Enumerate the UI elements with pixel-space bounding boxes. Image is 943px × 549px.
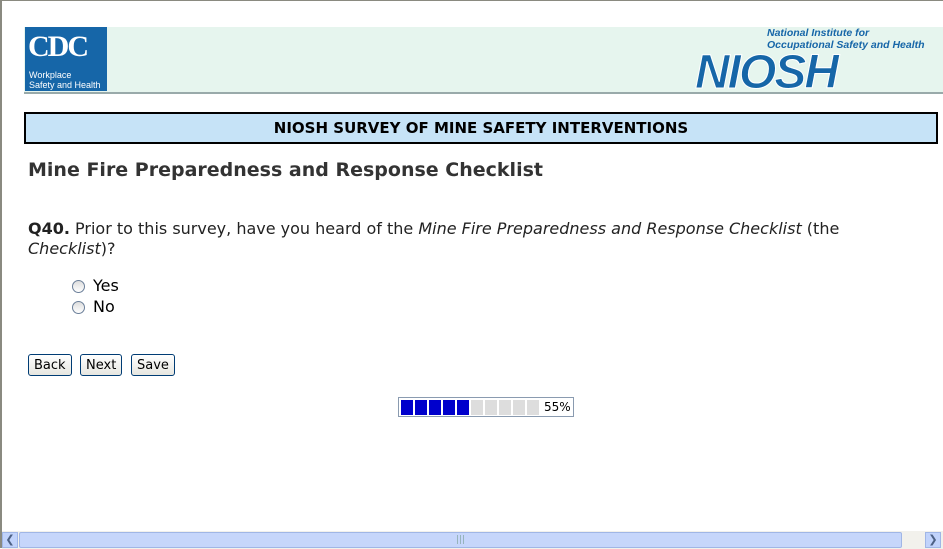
scroll-thumb[interactable]: |||: [19, 532, 902, 548]
progress-cell: [443, 399, 455, 415]
q-italic: Mine Fire Preparedness and Response Chec…: [418, 219, 802, 238]
progress-cell: [513, 399, 525, 415]
progress-cell: [527, 399, 539, 415]
progress-cell: [485, 399, 497, 415]
cdc-sub2: Safety and Health: [29, 80, 101, 90]
progress-bar: 55%: [398, 397, 574, 417]
option-label: No: [93, 297, 115, 316]
survey-title: NIOSH SURVEY OF MINE SAFETY INTERVENTION…: [24, 112, 938, 144]
next-button[interactable]: Next: [80, 354, 123, 376]
section-title: Mine Fire Preparedness and Response Chec…: [28, 159, 543, 181]
option-yes[interactable]: Yes: [72, 276, 119, 296]
progress-cell: [499, 399, 511, 415]
progress-cell: [401, 399, 413, 415]
progress-cell: [471, 399, 483, 415]
niosh-line1: National Institute for: [767, 27, 870, 39]
option-label: Yes: [93, 276, 119, 295]
save-button[interactable]: Save: [131, 354, 175, 376]
question-number: Q40.: [28, 219, 70, 238]
niosh-logo-text: NIOSH: [694, 46, 839, 99]
option-no[interactable]: No: [72, 297, 115, 317]
header-banner: CDC Workplace Safety and Health National …: [24, 27, 943, 99]
back-button[interactable]: Back: [28, 354, 72, 376]
cdc-logo: CDC Workplace Safety and Health: [25, 27, 107, 91]
cdc-logo-text: CDC: [28, 30, 89, 63]
progress-cell: [429, 399, 441, 415]
radio-no[interactable]: [72, 300, 85, 314]
niosh-line2: Occupational Safety and Health: [767, 39, 925, 51]
progress-cell: [457, 399, 469, 415]
niosh-logo: National Institute for Occupational Safet…: [694, 27, 943, 99]
question-text: Q40. Prior to this survey, have you hear…: [28, 219, 908, 259]
scroll-left-icon[interactable]: ❮: [2, 532, 18, 548]
progress-label: 55%: [544, 400, 571, 414]
progress-cell: [415, 399, 427, 415]
q-part: (the: [801, 219, 840, 238]
q-part: Prior to this survey, have you heard of …: [69, 219, 419, 238]
cdc-sub1: Workplace: [29, 70, 72, 80]
horizontal-scrollbar[interactable]: ❮ ||| ❯: [2, 531, 943, 549]
q-part: )?: [100, 239, 116, 258]
q-italic: Checklist: [28, 239, 101, 258]
scroll-right-icon[interactable]: ❯: [925, 532, 941, 548]
radio-yes[interactable]: [72, 279, 85, 293]
